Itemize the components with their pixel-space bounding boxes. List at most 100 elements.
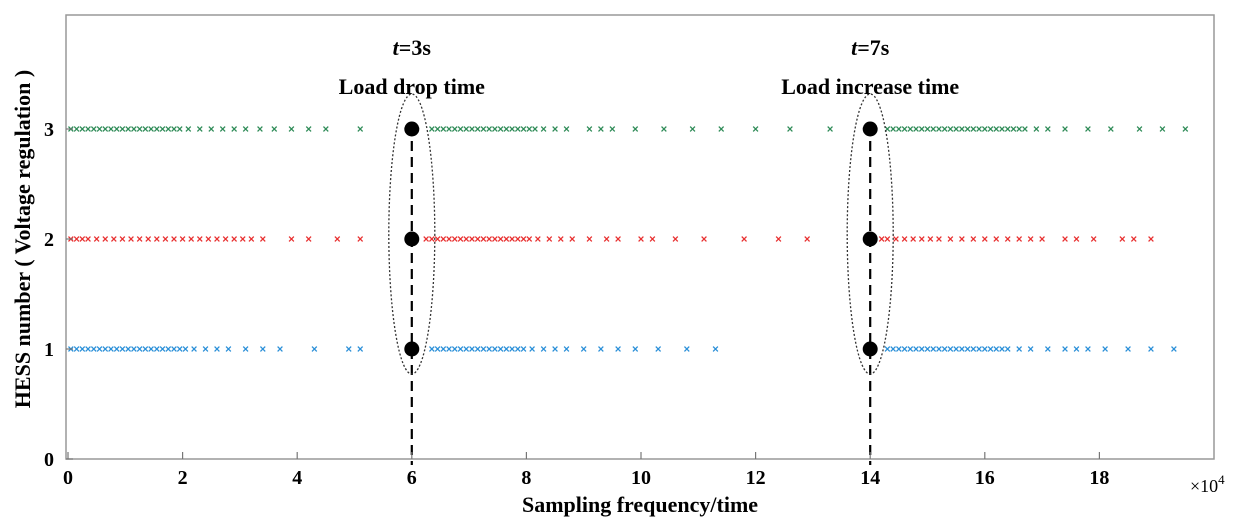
data-point — [214, 236, 220, 242]
event-time-variable: t — [393, 35, 400, 60]
data-point — [1044, 346, 1051, 352]
series-group — [68, 346, 1177, 352]
data-point — [1004, 126, 1011, 132]
data-point — [242, 126, 249, 132]
data-point — [672, 236, 679, 242]
data-point — [311, 346, 318, 352]
data-point — [1125, 346, 1131, 352]
data-point — [119, 236, 126, 242]
data-point — [1016, 346, 1023, 352]
data-point — [113, 346, 120, 352]
data-point — [918, 236, 925, 242]
data-point — [655, 346, 662, 352]
data-point — [446, 236, 452, 242]
data-point — [463, 236, 470, 242]
event-time-variable: t — [851, 35, 858, 60]
data-point — [271, 126, 278, 132]
data-point — [196, 126, 203, 132]
data-point — [446, 126, 452, 132]
data-point — [259, 346, 266, 352]
data-point — [85, 236, 91, 242]
data-point — [357, 126, 364, 132]
data-point — [428, 126, 435, 132]
data-point — [474, 346, 481, 352]
data-point — [474, 236, 481, 242]
data-point — [918, 346, 925, 352]
data-point — [259, 236, 266, 242]
data-point — [159, 346, 166, 352]
data-point — [171, 236, 177, 242]
data-point — [457, 236, 464, 242]
data-point — [93, 236, 100, 242]
data-point — [171, 346, 177, 352]
data-point — [182, 346, 189, 352]
data-point — [96, 346, 103, 352]
data-point — [469, 126, 475, 132]
data-point — [1171, 346, 1177, 352]
event-description-label: Load increase time — [781, 74, 959, 99]
data-point — [1027, 346, 1034, 352]
data-point — [451, 236, 458, 242]
data-point — [1136, 126, 1143, 132]
data-point — [632, 346, 639, 352]
data-point — [947, 236, 954, 242]
data-point — [277, 346, 283, 352]
data-point — [520, 346, 527, 352]
data-point — [1148, 236, 1154, 242]
data-point — [907, 126, 914, 132]
data-point — [936, 346, 942, 352]
data-point — [480, 346, 487, 352]
event-ellipse — [846, 93, 894, 375]
data-point — [959, 236, 965, 242]
data-point — [981, 126, 988, 132]
data-point — [1062, 236, 1068, 242]
data-point — [586, 236, 593, 242]
data-point — [569, 236, 576, 242]
data-point — [451, 346, 458, 352]
data-point — [941, 126, 948, 132]
data-point — [804, 236, 811, 242]
data-point — [288, 126, 295, 132]
data-point — [322, 126, 329, 132]
data-point — [357, 346, 364, 352]
data-point — [428, 236, 435, 242]
data-point — [890, 346, 896, 352]
data-point — [741, 236, 747, 242]
data-point — [239, 236, 246, 242]
data-point — [208, 126, 215, 132]
data-point — [1085, 346, 1091, 352]
data-point — [1073, 236, 1080, 242]
data-point — [136, 346, 143, 352]
data-point — [79, 236, 86, 242]
data-point — [110, 236, 117, 242]
data-point — [205, 236, 212, 242]
event-marker: t=3s Load drop time — [339, 35, 485, 465]
event-time-value: =3s — [399, 35, 432, 60]
data-point — [540, 346, 547, 352]
data-point — [128, 236, 134, 242]
data-point — [1004, 236, 1011, 242]
data-point — [907, 346, 914, 352]
data-point — [953, 346, 960, 352]
data-point — [540, 126, 547, 132]
data-point — [153, 236, 160, 242]
data-point — [913, 346, 919, 352]
data-point — [649, 236, 656, 242]
data-point — [440, 236, 447, 242]
data-point — [529, 346, 535, 352]
data-point — [1016, 236, 1023, 242]
data-point — [878, 236, 885, 242]
data-point — [563, 346, 570, 352]
data-point — [953, 126, 960, 132]
data-point — [993, 346, 1000, 352]
data-point — [165, 346, 172, 352]
data-point — [202, 346, 209, 352]
data-point — [179, 236, 186, 242]
data-point — [446, 346, 452, 352]
data-point — [248, 236, 255, 242]
x-axis-title: Sampling frequency/time — [522, 492, 758, 517]
data-point — [514, 346, 521, 352]
data-point — [153, 126, 160, 132]
event-ellipse — [388, 93, 436, 375]
